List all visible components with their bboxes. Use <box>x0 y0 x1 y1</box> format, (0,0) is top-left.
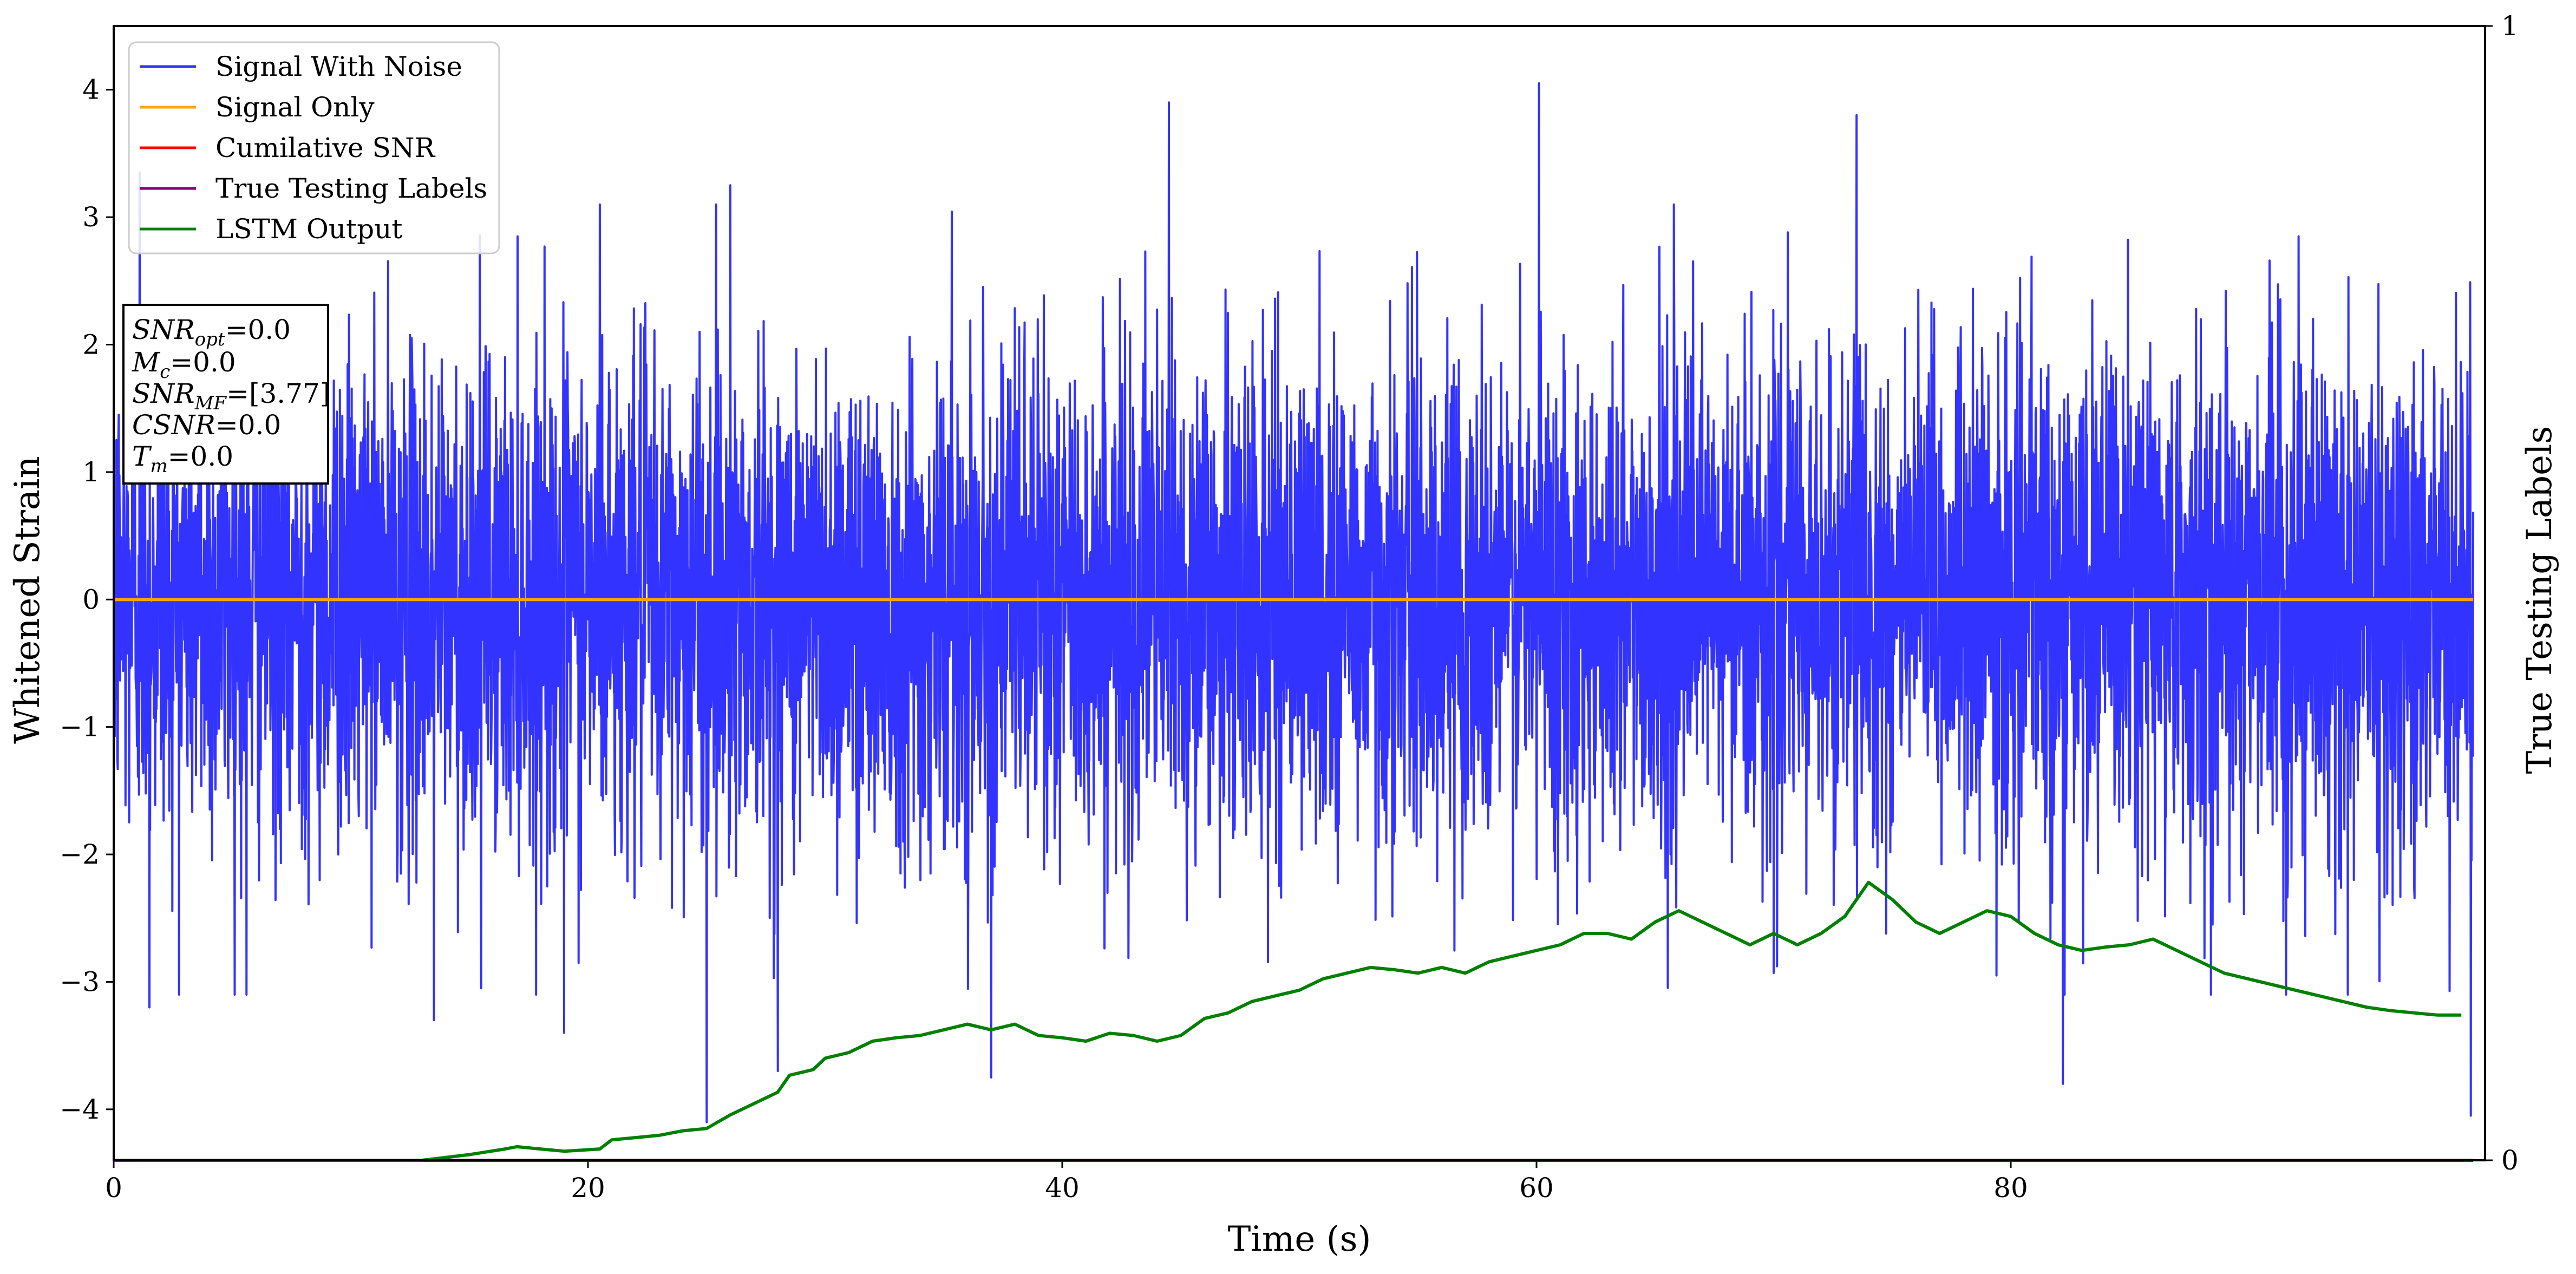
y-tick-label: 0 <box>82 584 100 615</box>
legend: Signal With Noise Signal Only Cumilative… <box>128 41 500 254</box>
info-box-frame <box>122 304 329 485</box>
y-tick-label: 1 <box>82 456 100 488</box>
y-axis-title: Whitened Strain <box>8 456 48 743</box>
y2-axis-title: True Testing Labels <box>2520 426 2560 774</box>
x-tick-label: 0 <box>105 1172 122 1204</box>
info-symbol: SNR <box>132 314 195 345</box>
info-symbol: CSNR <box>132 409 215 441</box>
y-tick-label: −2 <box>60 839 100 870</box>
info-symbol: T <box>132 441 152 472</box>
legend-label: Cumilative SNR <box>215 132 435 164</box>
x-tick-label: 60 <box>1519 1172 1554 1204</box>
x-axis: 0 20 40 60 80 <box>105 1160 2028 1204</box>
legend-label: True Testing Labels <box>215 173 487 204</box>
info-subscript: m <box>150 455 167 477</box>
legend-label: Signal Only <box>215 92 375 123</box>
x-tick-label: 80 <box>1993 1172 2028 1204</box>
y-tick-label: −3 <box>60 966 100 997</box>
info-box: SNRopt=0.0 Mc=0.0 SNRMF=[3.77] CSNR=0.0 … <box>122 304 330 485</box>
legend-entry: Signal With Noise <box>140 51 462 82</box>
info-value: =0.0 <box>225 314 291 345</box>
legend-label: LSTM Output <box>215 213 402 245</box>
legend-entry: LSTM Output <box>140 213 402 245</box>
y-tick-label: 2 <box>82 329 100 360</box>
info-line-mc: Mc=0.0 <box>132 347 236 383</box>
x-tick-label: 40 <box>1045 1172 1080 1204</box>
info-line-snr-mf: SNRMF=[3.77] <box>132 378 330 414</box>
info-value: =[3.77] <box>226 378 330 409</box>
info-value: =0.0 <box>170 347 236 378</box>
info-line-snr-opt: SNRopt=0.0 <box>132 314 291 350</box>
info-symbol: SNR <box>132 378 195 409</box>
y-tick-label: −1 <box>60 711 100 743</box>
x-axis-title: Time (s) <box>1228 1219 1371 1259</box>
legend-frame <box>128 41 500 254</box>
series-lstm-output <box>114 880 2462 1162</box>
info-value: =0.0 <box>215 409 281 441</box>
series-signal-with-noise <box>113 82 2475 1123</box>
info-subscript: opt <box>195 329 225 350</box>
y2-tick-label: 0 <box>2501 1145 2519 1176</box>
info-subscript: c <box>160 361 170 383</box>
info-subscript: MF <box>194 393 227 414</box>
info-symbol: M <box>132 347 161 378</box>
info-line-tm: Tm=0.0 <box>132 441 233 477</box>
y-tick-label: 3 <box>82 201 100 233</box>
y-tick-label: −4 <box>60 1094 100 1125</box>
legend-entry: Signal Only <box>140 92 375 123</box>
legend-label: Signal With Noise <box>215 51 462 82</box>
y2-axis: 01 <box>2485 10 2519 1176</box>
axes-frame <box>113 25 2486 1161</box>
info-line-csnr: CSNR=0.0 <box>132 409 281 441</box>
info-value: =0.0 <box>168 441 233 472</box>
x-tick-label: 20 <box>571 1172 605 1204</box>
legend-entry: True Testing Labels <box>140 173 487 204</box>
legend-entry: Cumilative SNR <box>140 132 435 164</box>
y-axis: −4 −3 −2 −1 0 1 2 3 4 <box>60 74 114 1125</box>
y2-tick-label: 1 <box>2501 10 2519 42</box>
y-tick-label: 4 <box>82 74 100 106</box>
